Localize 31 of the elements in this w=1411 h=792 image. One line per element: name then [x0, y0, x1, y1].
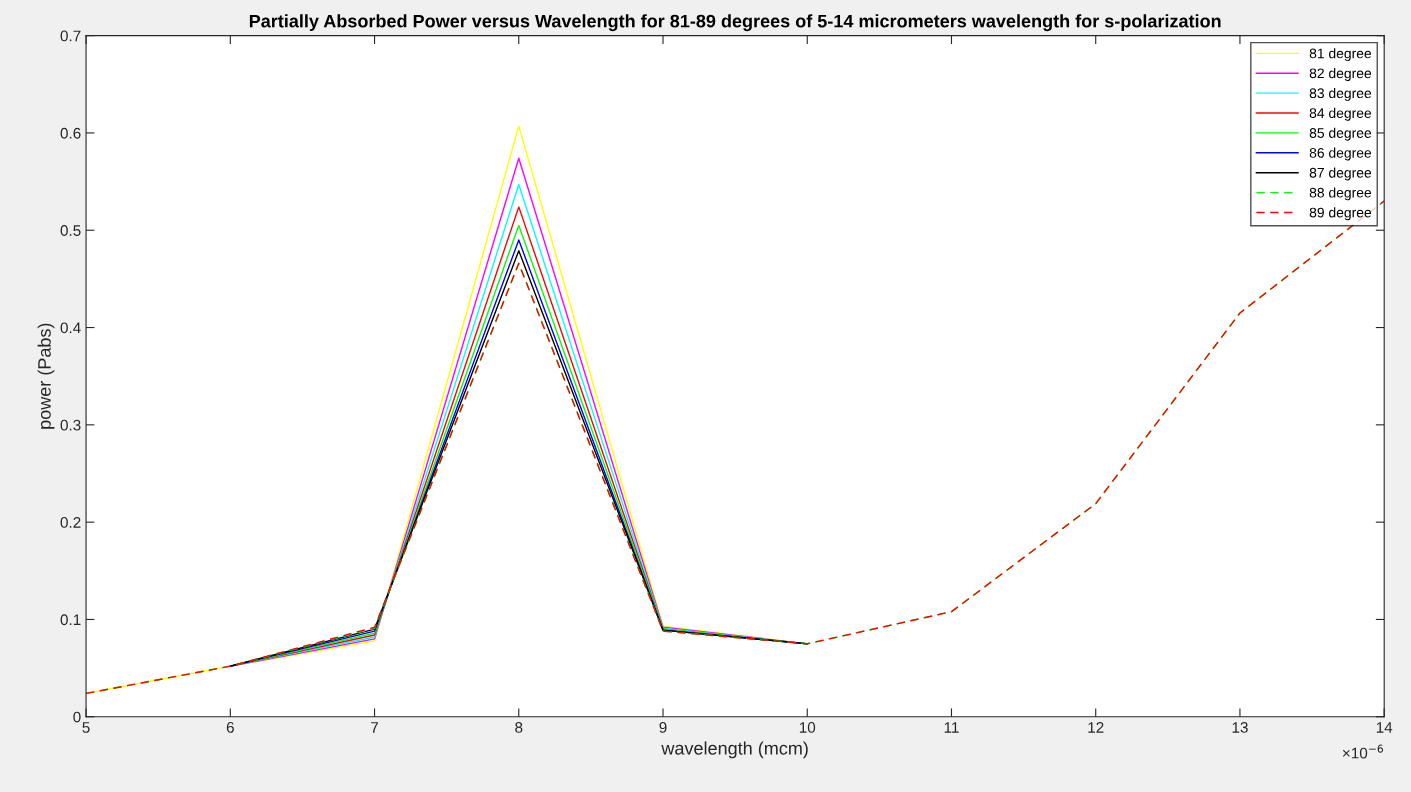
legend-label: 87 degree	[1309, 167, 1372, 181]
legend-label: 82 degree	[1309, 68, 1372, 81]
y-tick-label: 0.7	[60, 30, 81, 42]
y-tick-label: 0	[73, 711, 81, 723]
legend-label: 81 degree	[1309, 48, 1372, 62]
legend-label: 83 degree	[1309, 87, 1372, 101]
x-tick-label: 12	[1088, 722, 1104, 733]
x-tick-label: 14	[1376, 722, 1393, 733]
x-tick-label: 10	[799, 722, 816, 733]
y-tick-label: 0.3	[60, 419, 81, 431]
y-tick-label: 0.4	[60, 322, 81, 334]
legend-label: 89 degree	[1309, 207, 1372, 221]
x-tick-label: 11	[944, 722, 959, 733]
x-tick-label: 13	[1232, 722, 1248, 733]
legend-label: 86 degree	[1309, 147, 1372, 161]
legend-label: 85 degree	[1309, 127, 1372, 141]
legend-label: 84 degree	[1309, 107, 1372, 121]
x-tick-label: 9	[659, 722, 667, 733]
y-tick-label: 0.1	[60, 614, 81, 626]
y-tick-label: 0.6	[60, 127, 81, 139]
chart-title: Partially Absorbed Power versus Wavelength for 81-89 degrees of 5-14 micrometers wavelength for s-polarization	[249, 14, 1221, 32]
x-tick-label: 8	[515, 722, 523, 733]
y-tick-label: 0.2	[60, 517, 81, 528]
x-tick-label: 5	[82, 722, 90, 733]
y-tick-label: 0.5	[60, 225, 81, 236]
x-tick-label: 7	[371, 722, 379, 733]
y-axis-title: power (Pabs)	[37, 323, 55, 429]
text: ×10$^{−6}$	[1342, 744, 1384, 759]
legend-label: 88 degree	[1309, 187, 1372, 201]
x-tick-label: 6	[226, 722, 234, 733]
x-axis-title: wavelength (mcm)	[661, 741, 808, 759]
